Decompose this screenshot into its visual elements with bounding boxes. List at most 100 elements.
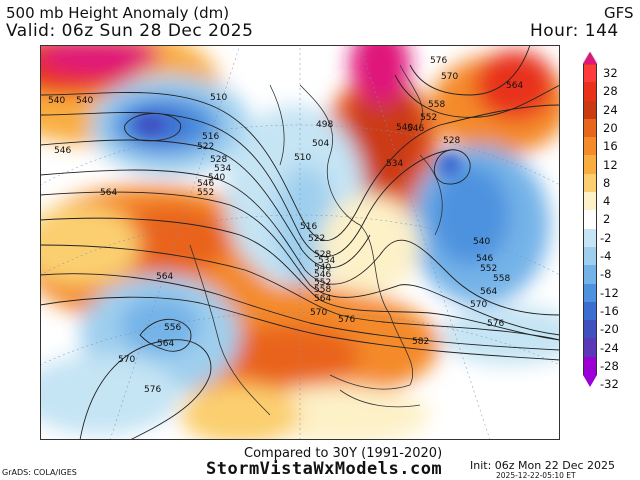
contour-label: 558 [314,285,331,295]
colorbar-swatch [583,265,597,284]
colorbar-label: -20 [600,322,619,337]
contour-label: 504 [312,139,329,149]
contour-label: 576 [487,319,504,329]
contour-label: 546 [54,146,71,156]
colorbar-label: 16 [603,139,618,154]
contour-label: 576 [338,315,355,325]
contour-label: 534 [214,164,231,174]
contour-label: 546 [197,179,214,189]
contour-label: 570 [118,355,135,365]
contour-label: 498 [316,120,333,130]
climatology-note: Compared to 30Y (1991-2020) [244,446,443,461]
contour-label: 556 [164,323,181,333]
contour-label: 582 [412,337,429,347]
lat-lon-grid [40,45,560,440]
colorbar-label: 28 [603,84,618,99]
colorbar-label: -16 [600,303,619,318]
contour-label: 528 [314,250,331,260]
colorbar-label: -32 [600,377,619,392]
contour-label: 528 [443,136,460,146]
colorbar-label: -2 [600,230,612,245]
colorbar-label: 20 [603,120,618,135]
contour-label: 576 [430,56,447,66]
colorbar-label: -8 [600,267,612,282]
site-watermark: StormVistaWxModels.com [206,459,443,479]
colorbar-label: 2 [603,212,611,227]
colorbar [583,52,597,388]
colorbar-swatch [583,137,597,156]
init-time: Init: 06z Mon 22 Dec 2025 [470,459,616,472]
grads-credit: GrADS: COLA/IGES [2,468,77,477]
colorbar-label: -28 [600,358,619,373]
contour-label: 552 [197,188,214,198]
model-name: GFS [604,4,634,22]
colorbar-swatch [583,192,597,211]
colorbar-label: -24 [600,340,619,355]
contour-label: 576 [144,385,161,395]
contour-label: 564 [157,339,174,349]
colorbar-label: -12 [600,285,619,300]
contour-label: 564 [480,287,497,297]
anomaly-shading [40,45,560,440]
coastlines [189,64,443,416]
contour-label: 540 [314,263,331,273]
contour-label: 570 [441,72,458,82]
map-title: 500 mb Height Anomaly (dm) [6,4,230,22]
render-timestamp: 2025-12-22-05:10 ET [496,471,576,480]
colorbar-swatch [583,320,597,339]
contour-label: 540 [208,173,225,183]
contour-label: 522 [308,234,325,244]
contour-label: 564 [100,188,117,198]
contour-label: 510 [294,153,311,163]
contour-label: 516 [202,132,219,142]
colorbar-swatch [583,356,597,376]
contour-label: 534 [386,159,403,169]
colorbar-swatch [583,100,597,119]
forecast-hour: Hour: 144 [530,21,619,41]
colorbar-swatch [583,283,597,302]
colorbar-swatch [583,338,597,357]
valid-time: Valid: 06z Sun 28 Dec 2025 [6,21,254,41]
contour-label: 540 [76,96,93,106]
anomaly-map: 540 540 546 510 516 522 528 534 540 546 … [40,45,560,440]
contour-label: 564 [156,272,173,282]
contour-label: 570 [310,308,327,318]
colorbar-swatch [583,82,597,101]
contour-label: 522 [197,142,214,152]
contour-label: 540 [48,96,65,106]
colorbar-label: -4 [600,249,612,263]
contour-label: 540 [473,237,490,247]
contour-label: 570 [470,300,487,310]
contour-label: 558 [428,100,445,110]
contour-labels: 540 540 546 510 516 522 528 534 540 546 … [48,56,523,395]
map-frame [40,45,560,440]
contour-label: 558 [493,274,510,284]
contour-label: 534 [318,256,335,266]
colorbar-swatch [583,155,597,174]
colorbar-swatch [583,246,597,266]
contour-label: 552 [420,113,437,123]
colorbar-swatch [583,118,597,138]
colorbar-bottom-tip [583,375,597,388]
contour-label: 546 [314,270,331,280]
contour-label: 546 [407,124,424,134]
contour-label: 516 [300,222,317,232]
contour-label: 552 [480,264,497,274]
contour-label: 564 [314,294,331,304]
colorbar-label: 24 [603,102,618,117]
colorbar-swatch [583,173,597,193]
colorbar-swatch [583,301,597,321]
contour-label: 564 [506,81,523,91]
height-contours [40,45,560,440]
colorbar-label: 4 [603,194,611,209]
contour-label: 528 [210,155,227,165]
contour-label: 552 [314,278,331,288]
colorbar-swatch [583,210,597,229]
colorbar-label: 8 [603,175,611,190]
colorbar-swatch [583,228,597,247]
contour-label: 540 [396,123,413,133]
colorbar-swatch [583,64,597,83]
colorbar-label: 12 [603,157,618,172]
contour-label: 510 [210,93,227,103]
colorbar-top-tip [583,52,597,64]
